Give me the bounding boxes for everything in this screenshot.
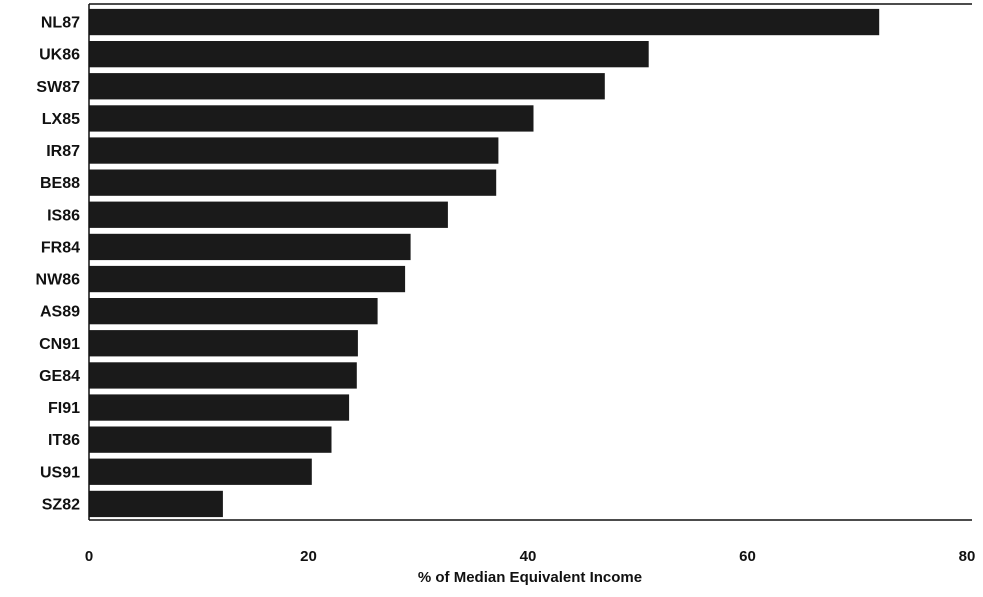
x-tick-label: 80 bbox=[959, 548, 976, 565]
category-label: US91 bbox=[40, 464, 80, 481]
x-axis-title: % of Median Equivalent Income bbox=[418, 569, 642, 586]
x-tick-label: 0 bbox=[85, 548, 93, 565]
category-label: IS86 bbox=[47, 207, 80, 224]
bar-nw86 bbox=[89, 265, 406, 293]
bars-group bbox=[89, 8, 880, 518]
bar-uk86 bbox=[89, 41, 649, 68]
category-label: GE84 bbox=[39, 368, 80, 385]
bar-fr84 bbox=[89, 233, 411, 261]
category-label: BE88 bbox=[40, 175, 80, 192]
bar-ge84 bbox=[89, 362, 357, 389]
bar-sw87 bbox=[89, 73, 605, 100]
bar-us91 bbox=[89, 458, 312, 485]
x-tick-label: 40 bbox=[520, 548, 537, 565]
bar-it86 bbox=[89, 426, 332, 453]
bar-nl87 bbox=[89, 8, 880, 36]
bar-is86 bbox=[89, 201, 448, 228]
category-label: UK86 bbox=[39, 47, 80, 64]
bar-lx85 bbox=[89, 105, 534, 132]
category-label: NL87 bbox=[41, 15, 80, 32]
x-tick-label: 20 bbox=[300, 548, 317, 565]
category-label: SW87 bbox=[36, 79, 80, 96]
category-label: AS89 bbox=[40, 304, 80, 321]
category-labels: NL87 UK86 SW87 LX85 IR87 BE88 IS86 FR84 NW86 AS89… bbox=[36, 15, 81, 514]
category-label: SZ82 bbox=[42, 496, 80, 513]
bar-fi91 bbox=[89, 394, 350, 421]
bar-cn91 bbox=[89, 330, 358, 357]
bar-as89 bbox=[89, 298, 378, 325]
category-label: NW86 bbox=[36, 272, 81, 289]
bar-sz82 bbox=[89, 490, 223, 518]
category-label: IR87 bbox=[46, 143, 80, 160]
category-label: FI91 bbox=[48, 400, 80, 417]
category-label: CN91 bbox=[39, 336, 80, 353]
category-label: LX85 bbox=[42, 111, 80, 128]
category-label: FR84 bbox=[41, 239, 80, 256]
x-tick-labels: 0 20 40 60 80 bbox=[85, 548, 976, 565]
category-label: IT86 bbox=[48, 432, 80, 449]
x-tick-label: 60 bbox=[739, 548, 756, 565]
bar-be88 bbox=[89, 169, 497, 196]
bar-ir87 bbox=[89, 137, 499, 164]
